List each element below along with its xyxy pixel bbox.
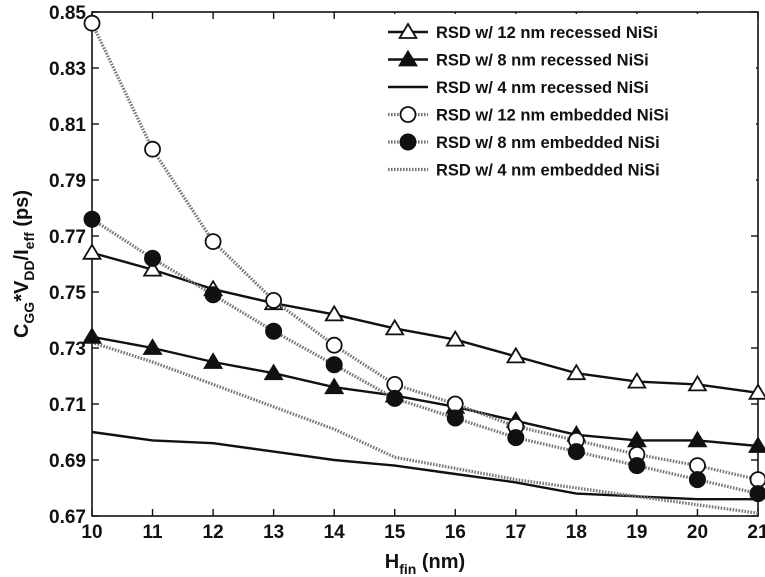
y-axis-ticks: 0.67 0.69 0.71 0.73 0.75 0.77 0.79 0.81 0.83 0.85 xyxy=(49,3,758,528)
legend-label: RSD w/ 4 nm embedded NiSi xyxy=(436,162,660,180)
legend-entry: RSD w/ 12 nm embedded NiSi xyxy=(388,106,669,125)
series-5 xyxy=(83,210,765,503)
data-point xyxy=(689,457,706,475)
data-point xyxy=(446,409,464,427)
legend-marker xyxy=(399,133,417,151)
x-tick-label: 14 xyxy=(324,522,346,543)
data-point xyxy=(567,443,585,461)
data-point xyxy=(688,471,706,489)
y-tick-label: 0.83 xyxy=(49,59,86,80)
x-tick-label: 18 xyxy=(566,522,587,543)
legend-label: RSD w/ 12 nm recessed NiSi xyxy=(436,24,658,42)
legend-label: RSD w/ 4 nm recessed NiSi xyxy=(436,79,649,97)
data-point xyxy=(142,259,163,277)
data-point xyxy=(204,233,222,251)
data-point xyxy=(265,322,283,340)
y-tick-label: 0.79 xyxy=(49,171,86,192)
series-line xyxy=(91,251,759,394)
series-line xyxy=(90,22,759,482)
data-point xyxy=(386,375,404,393)
x-tick-label: 20 xyxy=(687,522,708,543)
x-tick-label: 19 xyxy=(626,522,647,543)
x-tick-label: 15 xyxy=(384,522,406,543)
data-point xyxy=(626,371,647,389)
data-point xyxy=(384,318,405,336)
data-point xyxy=(507,429,525,447)
legend-entry: RSD w/ 8 nm embedded NiSi xyxy=(388,133,660,152)
x-axis-label: Hfin (nm) xyxy=(385,551,465,577)
data-point xyxy=(445,329,466,347)
data-point xyxy=(144,140,161,158)
y-tick-label: 0.77 xyxy=(49,227,86,248)
y-axis-label: CGG*VDD/Ieff (ps) xyxy=(11,190,37,338)
legend-box xyxy=(383,14,756,184)
data-point xyxy=(446,395,464,413)
legend-entry: RSD w/ 4 nm embedded NiSi xyxy=(388,162,660,180)
data-point xyxy=(82,243,102,260)
y-tick-label: 0.85 xyxy=(49,3,86,24)
legend: RSD w/ 12 nm recessed NiSi RSD w/ 8 nm re… xyxy=(383,14,756,184)
x-tick-label: 17 xyxy=(505,522,526,543)
x-tick-label: 11 xyxy=(142,522,163,543)
data-point xyxy=(144,249,162,267)
data-point xyxy=(263,363,284,381)
legend-label: RSD w/ 8 nm embedded NiSi xyxy=(436,134,660,152)
legend-label: RSD w/ 12 nm embedded NiSi xyxy=(436,107,669,125)
data-point xyxy=(324,377,345,395)
legend-marker xyxy=(398,22,418,39)
x-axis-ticks: 10 11 12 13 14 15 16 17 18 19 20 21 xyxy=(81,12,765,543)
x-tick-label: 21 xyxy=(747,522,765,543)
series-line xyxy=(91,335,759,448)
legend-marker xyxy=(399,106,417,123)
data-point xyxy=(687,430,708,448)
data-point xyxy=(325,336,343,354)
data-point xyxy=(687,374,708,392)
data-point xyxy=(203,352,224,369)
data-point xyxy=(749,485,765,503)
legend-entry: RSD w/ 12 nm recessed NiSi xyxy=(388,22,658,42)
data-point xyxy=(566,363,587,381)
data-point xyxy=(204,286,222,304)
data-point xyxy=(628,457,646,475)
x-tick-label: 13 xyxy=(263,522,284,543)
series-line xyxy=(91,340,759,515)
x-tick-label: 16 xyxy=(445,522,466,543)
data-point xyxy=(83,210,101,228)
data-point xyxy=(82,327,102,344)
data-point xyxy=(142,338,163,355)
x-tick-label: 10 xyxy=(81,522,102,543)
y-tick-label: 0.73 xyxy=(49,339,86,360)
data-point xyxy=(505,346,526,364)
legend-entries: RSD w/ 12 nm recessed NiSi RSD w/ 8 nm re… xyxy=(388,22,669,180)
legend-entry: RSD w/ 4 nm recessed NiSi xyxy=(388,79,649,97)
data-point xyxy=(265,291,283,309)
y-tick-label: 0.81 xyxy=(49,115,86,136)
y-tick-label: 0.69 xyxy=(49,451,86,472)
legend-entry: RSD w/ 8 nm recessed NiSi xyxy=(388,49,649,70)
y-tick-label: 0.67 xyxy=(49,507,86,528)
data-point xyxy=(325,356,343,374)
series-6 xyxy=(91,340,759,515)
data-point xyxy=(83,14,101,32)
legend-label: RSD w/ 8 nm recessed NiSi xyxy=(436,52,649,70)
data-point xyxy=(749,471,765,488)
data-point xyxy=(324,304,345,322)
series-4 xyxy=(83,14,765,488)
series-group xyxy=(82,14,765,515)
data-point xyxy=(748,383,765,400)
data-point xyxy=(748,436,765,453)
y-tick-label: 0.71 xyxy=(49,395,86,416)
x-tick-label: 12 xyxy=(203,522,224,543)
data-point xyxy=(386,389,404,407)
y-tick-label: 0.75 xyxy=(49,283,86,304)
legend-marker xyxy=(398,49,418,67)
